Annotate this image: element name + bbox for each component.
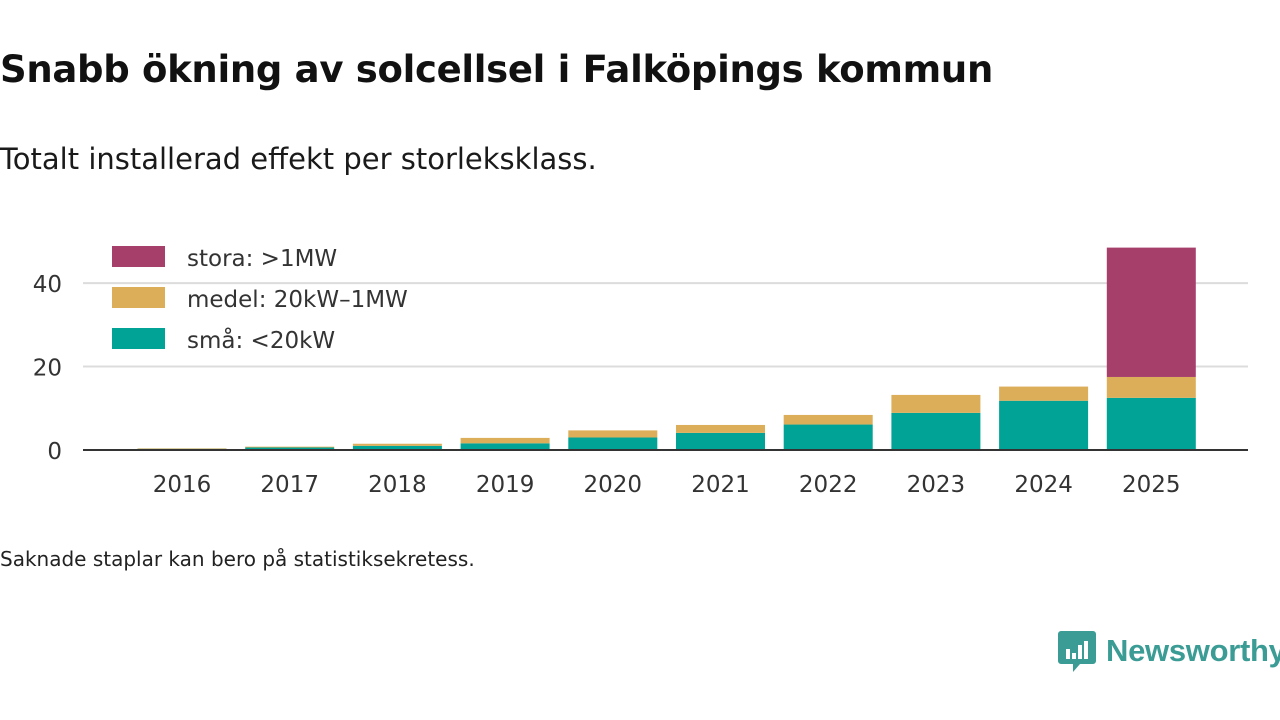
x-tick-label-2022: 2022	[799, 472, 858, 498]
x-tick-label-2018: 2018	[368, 472, 427, 498]
bar-2017-series-0	[245, 447, 335, 450]
chart-title: Snabb ökning av solcellsel i Falköpings …	[0, 48, 994, 91]
x-tick-label-2025: 2025	[1122, 472, 1181, 498]
legend-swatch-2	[112, 328, 165, 349]
bar-2019-series-1	[460, 437, 550, 444]
legend-swatch-0	[112, 246, 165, 267]
legend: stora: >1MW medel: 20kW–1MW små: <20kW	[112, 246, 408, 354]
legend-label-1: medel: 20kW–1MW	[187, 287, 408, 313]
bar-2025-series-0	[1106, 397, 1196, 450]
x-tick-label-2024: 2024	[1014, 472, 1073, 498]
bar-2025-series-2	[1106, 247, 1196, 377]
chart-subtitle: Totalt installerad effekt per storlekskl…	[0, 142, 597, 176]
bar-2023-series-1	[891, 394, 981, 413]
x-tick-label-2021: 2021	[691, 472, 750, 498]
y-tick-label-20: 20	[33, 356, 62, 382]
x-tick-label-2019: 2019	[476, 472, 535, 498]
x-tick-label-2023: 2023	[907, 472, 966, 498]
bar-2020-series-1	[568, 430, 658, 438]
bar-2018-series-0	[352, 445, 442, 450]
bar-2024-series-1	[999, 386, 1089, 401]
x-tick-label-2017: 2017	[260, 472, 319, 498]
bar-series	[137, 247, 1196, 450]
bar-2021-series-0	[676, 432, 765, 450]
bar-2017-series-1	[245, 446, 335, 448]
bar-2023-series-0	[891, 412, 981, 450]
grid-lines	[83, 282, 1248, 368]
bar-2021-series-1	[676, 424, 765, 433]
bar-2022-series-0	[783, 424, 873, 450]
legend-label-0: stora: >1MW	[187, 246, 337, 272]
axes: 0 20 40 2016 2017 2018 2019 2020 2021 2022 2023 202…	[33, 272, 1248, 498]
bar-2019-series-0	[460, 443, 550, 450]
bar-2024-series-0	[999, 400, 1089, 450]
legend-swatch-1	[112, 287, 165, 308]
y-tick-label-40: 40	[33, 272, 62, 298]
brand-mark: Newsworthy	[1058, 628, 1280, 674]
newsworthy-logo-icon	[1058, 631, 1096, 672]
footnote: Saknade staplar kan bero på statistiksek…	[0, 547, 475, 571]
bar-2016-series-1	[137, 448, 227, 449]
y-tick-label-0: 0	[47, 439, 62, 465]
bar-2018-series-1	[352, 443, 442, 446]
brand-name: Newsworthy	[1106, 633, 1280, 668]
legend-label-2: små: <20kW	[187, 326, 335, 354]
bar-2020-series-0	[568, 437, 658, 450]
bar-2022-series-1	[783, 414, 873, 425]
bar-2025-series-1	[1106, 376, 1196, 398]
x-tick-label-2016: 2016	[153, 472, 212, 498]
x-tick-label-2020: 2020	[584, 472, 643, 498]
